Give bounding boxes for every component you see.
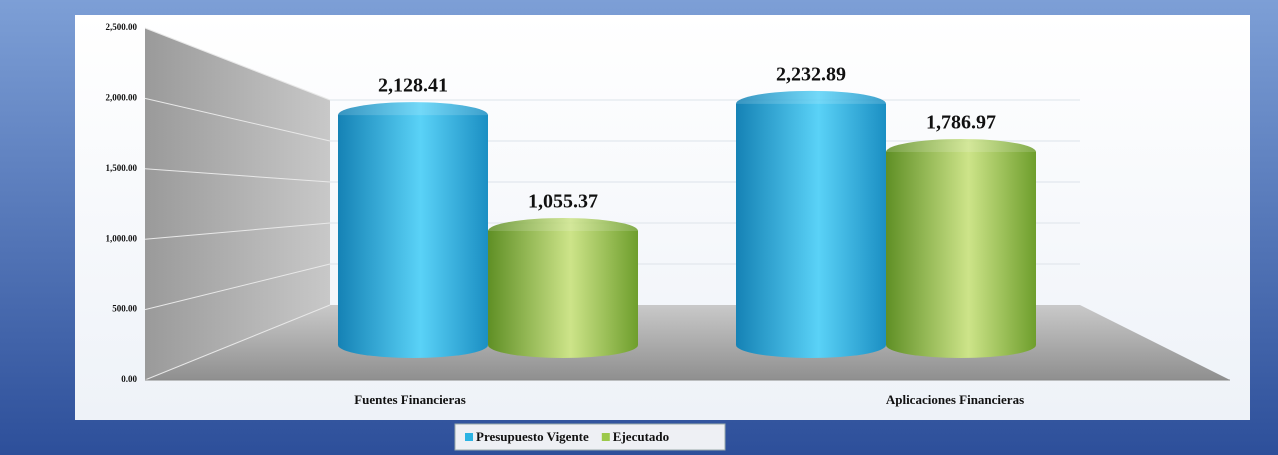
cylinder <box>736 103 886 359</box>
legend-label: Presupuesto Vigente <box>476 429 589 444</box>
y-tick-label: 2,000.00 <box>106 92 138 102</box>
cylinder <box>886 152 1036 358</box>
grid-line <box>144 263 331 311</box>
data-label: 1,055.37 <box>528 191 598 213</box>
x-tick-label: Fuentes Financieras <box>354 392 466 407</box>
grid-line <box>144 304 331 381</box>
cylinder-top <box>488 218 638 245</box>
x-tick-label: Aplicaciones Financieras <box>886 392 1024 407</box>
legend-swatch <box>465 433 473 441</box>
y-tick-label: 0.00 <box>121 374 137 384</box>
legend-box <box>454 423 726 451</box>
data-label: 2,232.89 <box>776 63 846 85</box>
y-tick-label: 2,500.00 <box>106 22 138 32</box>
cylinder-top <box>736 90 886 117</box>
y-tick-label: 500.00 <box>112 304 137 314</box>
grid-line <box>144 27 331 101</box>
grid-line <box>144 222 331 240</box>
data-label: 2,128.41 <box>378 75 448 97</box>
grid-line <box>144 97 331 142</box>
grid-line <box>144 168 331 183</box>
cylinder-top <box>886 139 1036 166</box>
cylinder-top <box>338 102 488 129</box>
legend-swatch <box>601 433 610 441</box>
y-tick-label: 1,000.00 <box>106 233 138 243</box>
data-label: 1,786.97 <box>926 112 996 134</box>
cylinder <box>338 115 488 359</box>
legend-label: Ejecutado <box>613 429 669 444</box>
floor <box>145 305 1230 380</box>
y-tick-label: 1,500.00 <box>106 163 138 173</box>
side-wall <box>145 28 330 380</box>
cylinder <box>488 231 638 358</box>
